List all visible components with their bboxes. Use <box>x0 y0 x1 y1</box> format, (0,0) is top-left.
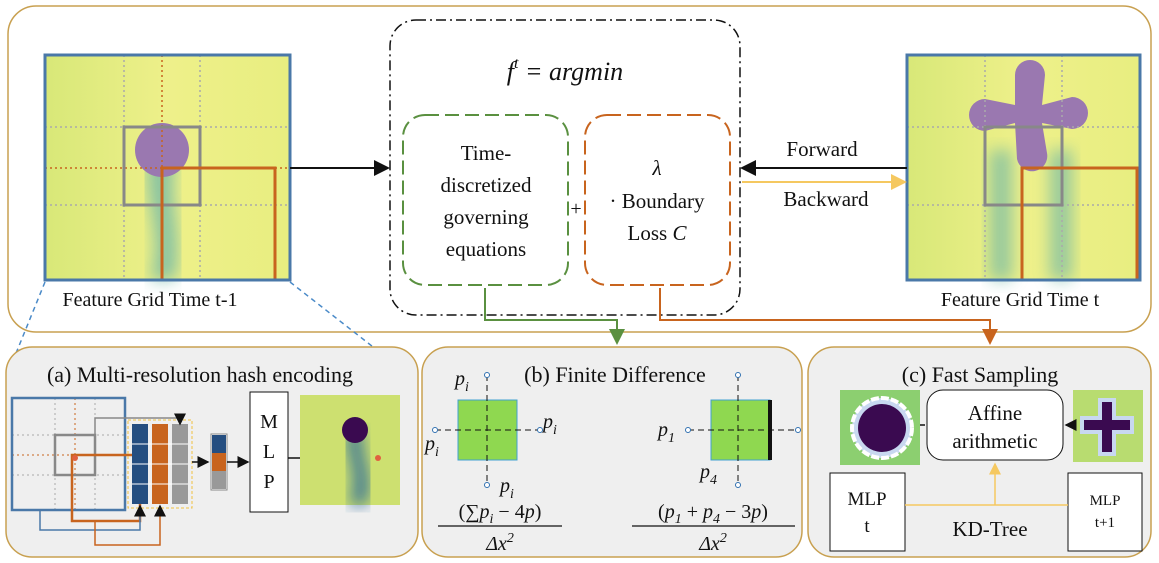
t: + <box>682 501 703 523</box>
t: 1 <box>675 512 682 527</box>
t: − 3 <box>720 501 751 523</box>
t: p <box>749 501 761 523</box>
sub: i <box>465 380 469 395</box>
t: ) <box>535 501 542 523</box>
equation: ft = argmin <box>507 55 623 86</box>
t: Δx <box>485 533 507 555</box>
p: p <box>541 411 553 433</box>
t: ) <box>761 501 768 523</box>
orange-line: Loss C <box>628 221 688 245</box>
p: p <box>698 461 710 483</box>
left-grid-label: Feature Grid Time t-1 <box>63 289 238 311</box>
panel-a-title: (a) Multi-resolution hash encoding <box>47 362 353 387</box>
sampling-image-left <box>840 390 920 465</box>
mlp-letter: P <box>263 471 274 493</box>
mlp-t: MLP <box>847 489 886 510</box>
loss: Loss <box>628 221 673 245</box>
green-line: discretized <box>441 173 532 197</box>
forward-label: Forward <box>786 137 858 161</box>
left-grid <box>45 55 290 280</box>
mlp-t: t <box>864 516 870 537</box>
green-line: equations <box>446 237 526 261</box>
affine-text: Affine <box>968 401 1022 425</box>
affine-text: arithmetic <box>952 429 1037 453</box>
t: 4 <box>713 512 720 527</box>
green-line: Time- <box>461 141 512 165</box>
p: p <box>498 475 510 497</box>
t: − 4 <box>493 501 524 523</box>
sub: 4 <box>710 473 717 488</box>
mlp-t1: t+1 <box>1095 515 1115 531</box>
sub: 1 <box>668 431 675 446</box>
loss-c: C <box>672 221 687 245</box>
t: 2 <box>507 531 514 546</box>
sampling-image-right <box>1073 390 1143 462</box>
t: (∑ <box>459 501 480 523</box>
orange-line: · Boundary <box>609 189 705 213</box>
p: p <box>453 368 465 390</box>
green-line: governing <box>443 205 529 229</box>
sub: i <box>510 487 514 502</box>
mlp-t-box <box>830 473 905 551</box>
sub: i <box>553 423 557 438</box>
t: p <box>523 501 535 523</box>
backward-label: Backward <box>783 187 869 211</box>
sub: i <box>435 445 439 460</box>
plus: + <box>570 198 581 220</box>
p: p <box>423 433 435 455</box>
t: p <box>701 501 713 523</box>
t: p <box>478 501 490 523</box>
mlp-letter: M <box>260 411 278 433</box>
mlp-letter: L <box>263 441 275 463</box>
mlp-t1-box <box>1068 473 1142 551</box>
kdtree-label: KD-Tree <box>952 517 1027 541</box>
right-grid-label: Feature Grid Time t <box>941 289 1100 311</box>
panel-b-title: (b) Finite Difference <box>524 362 706 387</box>
t: 2 <box>720 531 727 546</box>
lambda: λ <box>651 156 661 180</box>
t: Δx <box>698 533 720 555</box>
mlp-t1: MLP <box>1090 493 1121 509</box>
right-grid <box>907 55 1140 280</box>
eq-rest: = argmin <box>518 57 623 86</box>
diagram: Feature Grid Time t-1 Feature Grid Time … <box>0 0 1159 563</box>
output-field <box>300 395 400 505</box>
panel-c-title: (c) Fast Sampling <box>902 362 1058 387</box>
p: p <box>656 419 668 441</box>
t: p <box>663 501 675 523</box>
